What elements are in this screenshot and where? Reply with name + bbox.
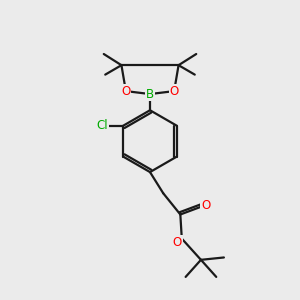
Text: O: O [201,199,211,212]
Text: O: O [173,236,182,249]
Text: Cl: Cl [96,119,108,132]
Text: O: O [121,85,130,98]
Text: O: O [169,85,179,98]
Text: B: B [146,88,154,100]
